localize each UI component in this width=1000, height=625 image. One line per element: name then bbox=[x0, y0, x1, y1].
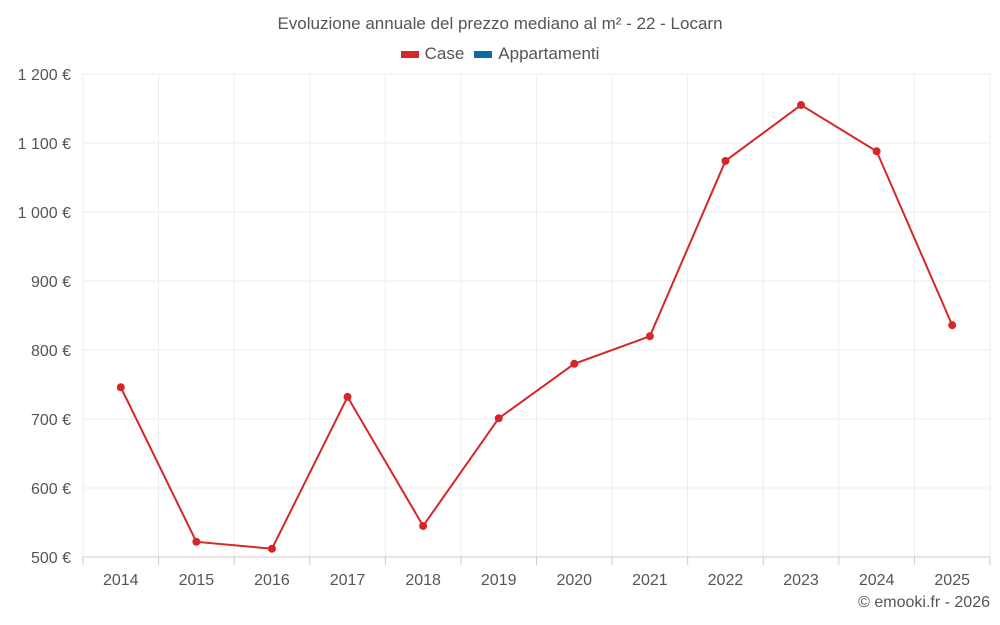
y-tick-label: 900 € bbox=[31, 274, 71, 291]
x-tick-label: 2020 bbox=[556, 572, 592, 589]
chart-title: Evoluzione annuale del prezzo mediano al… bbox=[277, 14, 723, 33]
data-point-case bbox=[267, 544, 276, 553]
x-tick-label: 2021 bbox=[632, 572, 668, 589]
data-point-case bbox=[872, 147, 881, 156]
y-tick-label: 700 € bbox=[31, 412, 71, 429]
x-tick-label: 2015 bbox=[179, 572, 215, 589]
x-tick-label: 2017 bbox=[330, 572, 366, 589]
series-line-case bbox=[119, 103, 954, 550]
data-point-case bbox=[192, 537, 201, 546]
data-point-case bbox=[645, 332, 654, 341]
x-tick-label: 2025 bbox=[934, 572, 970, 589]
data-point-case bbox=[797, 101, 806, 110]
data-point-case bbox=[570, 359, 579, 368]
legend-item-case[interactable]: Case bbox=[400, 44, 465, 64]
copyright-credit: © emooki.fr - 2026 bbox=[858, 594, 990, 611]
x-tick-label: 2014 bbox=[103, 572, 139, 589]
x-tick-label: 2016 bbox=[254, 572, 290, 589]
data-point-case bbox=[343, 392, 352, 401]
y-tick-label: 1 200 € bbox=[18, 67, 71, 84]
x-tick-label: 2018 bbox=[405, 572, 441, 589]
y-tick-label: 1 000 € bbox=[18, 205, 71, 222]
legend-label-case: Case bbox=[424, 44, 465, 63]
data-point-case bbox=[721, 156, 730, 165]
y-tick-label: 800 € bbox=[31, 343, 71, 360]
y-tick-label: 1 100 € bbox=[18, 136, 71, 153]
data-point-case bbox=[116, 383, 125, 392]
y-tick-label: 500 € bbox=[31, 550, 71, 567]
legend-label-appartamenti: Appartamenti bbox=[498, 44, 600, 63]
x-tick-label: 2022 bbox=[708, 572, 744, 589]
x-tick-label: 2023 bbox=[783, 572, 819, 589]
legend-swatch-appartamenti bbox=[474, 50, 493, 58]
data-point-case bbox=[494, 414, 503, 423]
x-tick-label: 2019 bbox=[481, 572, 517, 589]
y-tick-label: 600 € bbox=[31, 481, 71, 498]
data-point-case bbox=[419, 521, 428, 530]
legend: Case Appartamenti bbox=[0, 44, 1000, 64]
x-tick-label: 2024 bbox=[859, 572, 895, 589]
legend-item-appartamenti[interactable]: Appartamenti bbox=[474, 44, 599, 64]
data-point-case bbox=[948, 321, 957, 330]
legend-swatch-case bbox=[400, 50, 419, 58]
